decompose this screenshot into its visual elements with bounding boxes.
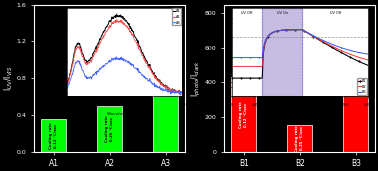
- Text: Cooling rate
0.25 °C/sec: Cooling rate 0.25 °C/sec: [105, 115, 114, 142]
- Text: Cooling rate
0.12 °C/sec: Cooling rate 0.12 °C/sec: [239, 101, 248, 128]
- Bar: [343, 8, 368, 152]
- Bar: [231, 77, 256, 152]
- Y-axis label: I$_{photo}$/I$_{dark}$: I$_{photo}$/I$_{dark}$: [191, 60, 203, 97]
- Bar: [97, 106, 122, 152]
- Text: Cooling rate
90 °C/sec: Cooling rate 90 °C/sec: [161, 66, 170, 93]
- Bar: [153, 8, 178, 152]
- Text: Cooling rate
90 °C/sec: Cooling rate 90 °C/sec: [352, 67, 360, 93]
- Bar: [41, 120, 66, 152]
- Text: Cooling rate
0.25 °C/sec: Cooling rate 0.25 °C/sec: [296, 125, 304, 152]
- Y-axis label: I$_{UV}$/I$_{VIS}$: I$_{UV}$/I$_{VIS}$: [3, 65, 15, 91]
- Bar: [287, 125, 312, 152]
- Text: Cooling rate
0.12 °C/sec: Cooling rate 0.12 °C/sec: [50, 122, 58, 149]
